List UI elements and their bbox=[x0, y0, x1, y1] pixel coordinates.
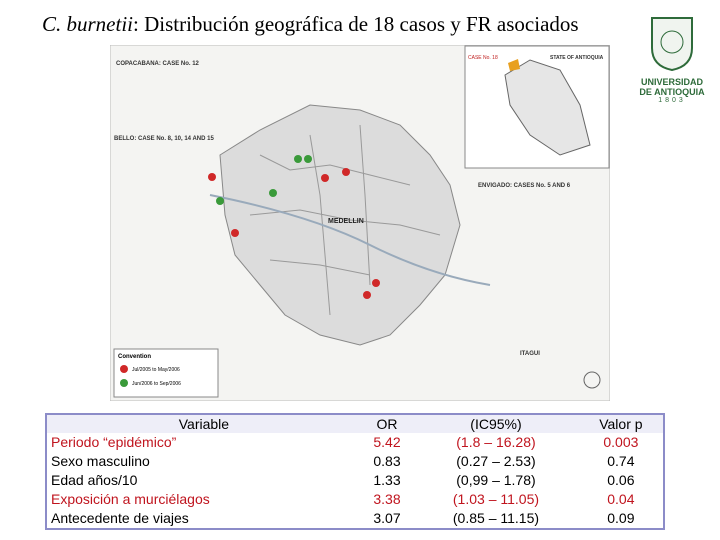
case-dot bbox=[216, 197, 224, 205]
case-dot bbox=[342, 168, 350, 176]
legend-label: Jun/2006 to Sep/2006 bbox=[132, 381, 181, 387]
legend-dot bbox=[120, 379, 128, 387]
table-cell: 0.06 bbox=[607, 472, 635, 488]
medellin-label: MEDELLIN bbox=[328, 218, 364, 225]
table-cell: 5.42 bbox=[373, 434, 401, 450]
table-row: Antecedente de viajes 3.07 (0.85 – 11.15) 0… bbox=[46, 509, 664, 529]
case-dot bbox=[208, 173, 216, 181]
case-dot bbox=[363, 291, 371, 299]
header-cell: OR bbox=[360, 414, 414, 433]
case-dot bbox=[294, 155, 302, 163]
inset-state bbox=[504, 59, 591, 156]
case-dot bbox=[372, 279, 380, 287]
table-cell: (0.85 – 11.15) bbox=[452, 510, 540, 526]
envigado-label: ENVIGADO: CASES No. 5 AND 6 bbox=[478, 183, 571, 189]
logo-name: UNIVERSIDAD DE ANTIOQUIA bbox=[639, 77, 705, 97]
legend-dot bbox=[120, 365, 128, 373]
header-cell: (IC95%) bbox=[413, 414, 579, 433]
convention-title: Convention bbox=[118, 354, 151, 360]
results-table: Variable OR (IC95%) Valor p Periodo “epidém… bbox=[45, 413, 665, 530]
header-cell: Variable bbox=[46, 414, 361, 433]
table-row: Edad años/10 1.33 (0,99 – 1.78) 0.06 bbox=[46, 471, 664, 490]
table-cell: 0.003 bbox=[603, 434, 639, 450]
map: COPACABANA: CASE No. 12 BELLO: CASE No. … bbox=[110, 45, 610, 401]
table-cell: Sexo masculino bbox=[51, 453, 150, 469]
table-cell: 3.38 bbox=[373, 491, 401, 507]
itagui-label: ITAGUI bbox=[520, 351, 540, 357]
case-dot bbox=[321, 174, 329, 182]
district-borders bbox=[249, 124, 441, 316]
table-row: Periodo “epidémico” 5.42 (1.8 – 16.28) 0.00… bbox=[46, 433, 664, 452]
table-cell: 0.04 bbox=[607, 491, 635, 507]
header-cell: Valor p bbox=[578, 414, 664, 433]
convention-box bbox=[113, 348, 219, 398]
table-cell: (0,99 – 1.78) bbox=[456, 472, 536, 488]
table-cell: 1.33 bbox=[373, 472, 401, 488]
table-cell: Edad años/10 bbox=[51, 472, 138, 488]
logo-year: 1803 bbox=[658, 97, 686, 104]
table-body: Periodo “epidémico” 5.42 (1.8 – 16.28) 0.00… bbox=[46, 433, 664, 529]
title: C. burnetii: Distribución geográfica de … bbox=[42, 12, 579, 37]
case-dot bbox=[269, 189, 277, 197]
header-row: Variable OR (IC95%) Valor p bbox=[46, 414, 664, 433]
table-cell: 3.07 bbox=[373, 510, 401, 526]
table-cell: (1.03 – 11.05) bbox=[452, 491, 540, 507]
bello-label: BELLO: CASE No. 8, 10, 14 AND 15 bbox=[114, 136, 214, 142]
table-cell: Antecedente de viajes bbox=[51, 510, 189, 526]
title-text: : Distribución geográfica de 18 casos y … bbox=[133, 12, 579, 36]
inset-case-label: CASE No. 18 bbox=[468, 55, 498, 61]
table-cell: (1.8 – 16.28) bbox=[456, 434, 536, 450]
logo-crest bbox=[651, 17, 693, 72]
compass bbox=[583, 371, 601, 389]
case-dot bbox=[231, 229, 239, 237]
table-cell: 0.74 bbox=[607, 453, 635, 469]
table-row: Exposición a murciélagos 3.38 (1.03 – 11.0… bbox=[46, 490, 664, 509]
case-dot bbox=[304, 155, 312, 163]
table-cell: 0.83 bbox=[373, 453, 401, 469]
legend-label: Jul/2005 to May/2006 bbox=[132, 367, 180, 373]
table-cell: Periodo “epidémico” bbox=[51, 434, 177, 450]
table-cell: Exposición a murciélagos bbox=[51, 491, 210, 507]
table-cell: 0.09 bbox=[607, 510, 635, 526]
title-species: C. burnetii bbox=[42, 12, 134, 36]
inset-city bbox=[508, 59, 520, 71]
inset-state-label: STATE OF ANTIOQUIA bbox=[550, 55, 604, 61]
logo: UNIVERSIDAD DE ANTIOQUIA 1803 bbox=[636, 14, 708, 104]
table-row: Sexo masculino 0.83 (0.27 – 2.53) 0.74 bbox=[46, 452, 664, 471]
copacabana-label: COPACABANA: CASE No. 12 bbox=[116, 61, 200, 67]
river bbox=[209, 194, 491, 286]
table-cell: (0.27 – 2.53) bbox=[456, 453, 536, 469]
